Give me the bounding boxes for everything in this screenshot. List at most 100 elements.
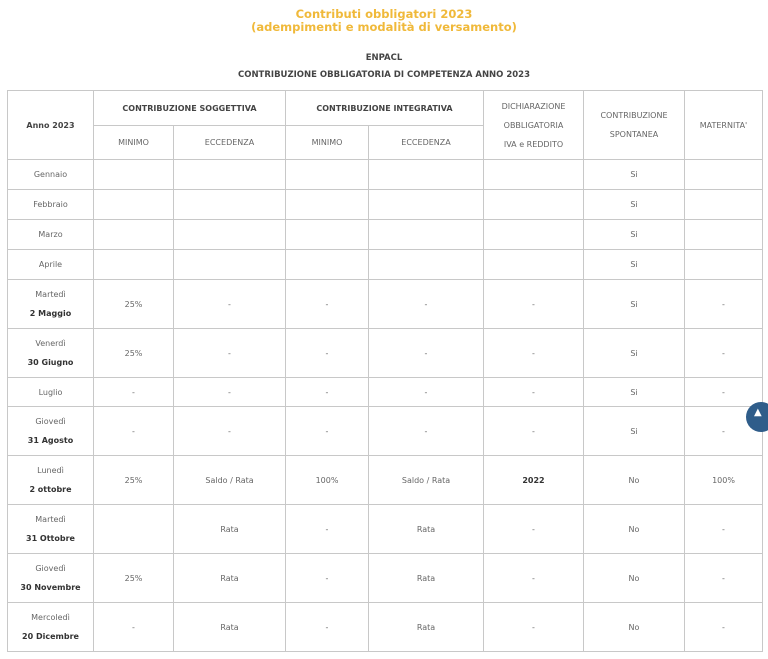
table-cell: Si bbox=[583, 189, 685, 220]
table-cell: - bbox=[483, 406, 584, 456]
date-cell: Giovedì 31 Agosto bbox=[7, 406, 94, 456]
weekday: Martedì bbox=[35, 290, 66, 299]
table-cell: Rata bbox=[173, 602, 286, 652]
date: 31 Ottobre bbox=[26, 534, 75, 543]
table-cell: - bbox=[684, 279, 763, 329]
table-cell bbox=[173, 219, 286, 250]
header-spontanea: CONTRIBUZIONE SPONTANEA bbox=[583, 90, 685, 160]
date: 20 Dicembre bbox=[22, 632, 79, 641]
table-cell bbox=[684, 189, 763, 220]
table-cell: Rata bbox=[368, 504, 484, 554]
weekday: Martedì bbox=[35, 515, 66, 524]
table-cell: - bbox=[483, 377, 584, 407]
table-cell bbox=[285, 189, 369, 220]
table-cell bbox=[368, 159, 484, 190]
date: 30 Giugno bbox=[27, 358, 74, 367]
table-row: Martedì 2 Maggio 25% - - - - Si - bbox=[7, 279, 763, 329]
h: SPONTANEA bbox=[609, 130, 659, 139]
table-cell: - bbox=[368, 328, 484, 378]
table-cell: - bbox=[285, 328, 369, 378]
table-cell: 25% bbox=[93, 455, 174, 505]
table-cell bbox=[684, 159, 763, 190]
table-cell: - bbox=[93, 377, 174, 407]
table-cell bbox=[285, 159, 369, 190]
date: 2 Maggio bbox=[29, 309, 72, 318]
scroll-to-top-button[interactable]: ▲ bbox=[746, 402, 768, 432]
table-cell: - bbox=[368, 406, 484, 456]
title-line-1: Contributi obbligatori 2023 bbox=[295, 7, 473, 21]
table-cell bbox=[684, 219, 763, 250]
table-cell: - bbox=[173, 279, 286, 329]
table-row: Giovedì 31 Agosto - - - - - Si - bbox=[7, 406, 763, 456]
date-cell: Lunedì 2 ottobre bbox=[7, 455, 94, 505]
table-cell: Saldo / Rata bbox=[368, 455, 484, 505]
date-cell: Mercoledì 20 Dicembre bbox=[7, 602, 94, 652]
table-cell: - bbox=[285, 279, 369, 329]
table-cell: - bbox=[684, 377, 763, 407]
table-cell bbox=[173, 249, 286, 280]
h: OBBLIGATORIA bbox=[503, 120, 564, 130]
table-cell: Rata bbox=[368, 602, 484, 652]
table-cell bbox=[483, 249, 584, 280]
h: DICHIARAZIONE bbox=[501, 101, 566, 111]
table-cell: - bbox=[684, 602, 763, 652]
table-cell: Si bbox=[583, 406, 685, 456]
weekday: Giovedì bbox=[35, 564, 66, 573]
table-cell: Si bbox=[583, 377, 685, 407]
table-cell bbox=[93, 159, 174, 190]
header-dichiarazione: DICHIARAZIONE OBBLIGATORIA IVA e REDDITO bbox=[483, 90, 584, 160]
table-cell bbox=[368, 219, 484, 250]
table-cell bbox=[285, 219, 369, 250]
table-cell bbox=[173, 159, 286, 190]
table-cell: No bbox=[583, 504, 685, 554]
date-cell: Giovedì 30 Novembre bbox=[7, 553, 94, 603]
table-cell: Si bbox=[583, 328, 685, 378]
weekday: Mercoledì bbox=[31, 613, 70, 622]
contributions-table: Anno 2023 CONTRIBUZIONE SOGGETTIVA CONTR… bbox=[7, 90, 763, 652]
date-cell: Martedì 31 Ottobre bbox=[7, 504, 94, 554]
table-cell: Si bbox=[583, 219, 685, 250]
table-cell: - bbox=[483, 504, 584, 554]
header-maternita: MATERNITA' bbox=[684, 90, 763, 160]
table-row: Mercoledì 20 Dicembre - Rata - Rata - No - bbox=[7, 602, 763, 652]
table-cell: 100% bbox=[285, 455, 369, 505]
date: 2 ottobre bbox=[29, 485, 72, 494]
table-cell bbox=[285, 249, 369, 280]
header-minimo: MINIMO bbox=[285, 125, 369, 160]
table-cell: - bbox=[173, 406, 286, 456]
header-anno: Anno 2023 bbox=[7, 90, 94, 160]
table-cell bbox=[483, 159, 584, 190]
title-line-2: (adempimenti e modalità di versamento) bbox=[251, 20, 517, 34]
table-row: Giovedì 30 Novembre 25% Rata - Rata - No - bbox=[7, 553, 763, 603]
table-cell: - bbox=[285, 553, 369, 603]
date-cell: Febbraio bbox=[7, 189, 94, 220]
table-cell: - bbox=[483, 602, 584, 652]
table-cell: No bbox=[583, 553, 685, 603]
table-cell: - bbox=[285, 377, 369, 407]
weekday: Lunedì bbox=[37, 466, 64, 475]
header-minimo: MINIMO bbox=[93, 125, 174, 160]
table-cell: - bbox=[483, 328, 584, 378]
table-cell bbox=[483, 189, 584, 220]
table-cell: - bbox=[684, 328, 763, 378]
table-cell: - bbox=[684, 553, 763, 603]
table-cell: 2022 bbox=[483, 455, 584, 505]
table-cell: - bbox=[684, 504, 763, 554]
header-eccedenza: ECCEDENZA bbox=[368, 125, 484, 160]
date-cell: Venerdì 30 Giugno bbox=[7, 328, 94, 378]
table-cell bbox=[93, 504, 174, 554]
table-cell: Rata bbox=[173, 504, 286, 554]
org-name: ENPACL bbox=[365, 53, 403, 63]
weekday: Venerdì bbox=[35, 339, 66, 348]
month: Marzo bbox=[38, 230, 63, 239]
table-cell: 25% bbox=[93, 328, 174, 378]
table-cell: - bbox=[93, 602, 174, 652]
table-subtitle: CONTRIBUZIONE OBBLIGATORIA DI COMPETENZA… bbox=[237, 70, 531, 80]
table-cell: - bbox=[368, 377, 484, 407]
table-cell: Si bbox=[583, 249, 685, 280]
date-cell: Luglio bbox=[7, 377, 94, 407]
header-integrativa: CONTRIBUZIONE INTEGRATIVA bbox=[285, 90, 484, 126]
table-cell: 25% bbox=[93, 553, 174, 603]
page-title: Contributi obbligatori 2023 (adempimenti … bbox=[0, 8, 768, 34]
table-cell: - bbox=[93, 406, 174, 456]
